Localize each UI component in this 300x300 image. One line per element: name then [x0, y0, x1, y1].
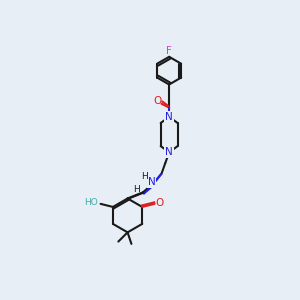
Text: O: O: [154, 96, 162, 106]
Text: F: F: [166, 46, 172, 56]
Text: N: N: [165, 147, 173, 157]
Text: H: H: [141, 172, 148, 182]
Text: N: N: [148, 177, 155, 187]
Text: H: H: [134, 185, 140, 194]
Text: HO: HO: [84, 198, 98, 207]
Text: N: N: [165, 112, 173, 122]
Text: O: O: [155, 198, 163, 208]
